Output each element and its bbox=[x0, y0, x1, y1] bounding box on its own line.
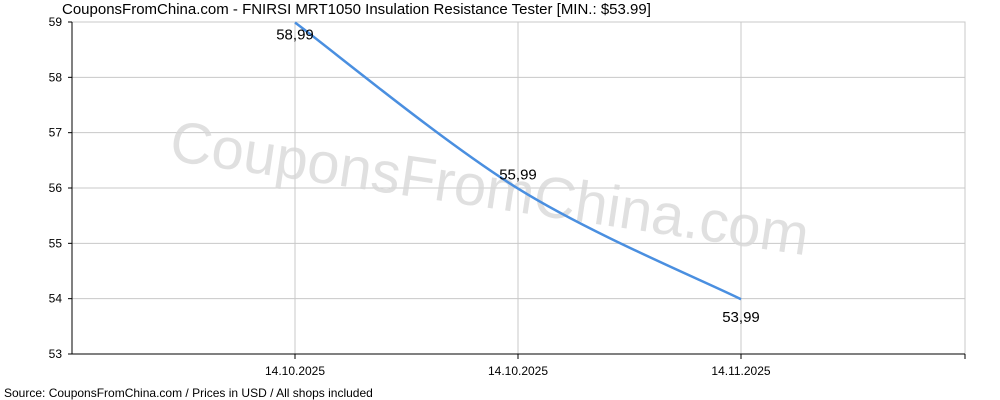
x-tick-label: 14.10.2025 bbox=[488, 364, 548, 378]
x-tick-label: 14.11.2025 bbox=[711, 364, 770, 378]
y-tick-label: 58 bbox=[49, 70, 63, 84]
x-tick-label: 14.10.2025 bbox=[265, 364, 325, 378]
y-tick-label: 53 bbox=[49, 347, 63, 361]
y-tick-label: 59 bbox=[49, 15, 63, 29]
chart-title: CouponsFromChina.com - FNIRSI MRT1050 In… bbox=[62, 1, 651, 18]
data-label: 55,99 bbox=[499, 167, 537, 184]
y-axis-ticks: 53 54 55 56 57 58 59 bbox=[49, 15, 72, 361]
x-axis-ticks: 14.10.2025 14.10.2025 14.11.2025 bbox=[265, 354, 966, 378]
data-label: 53,99 bbox=[722, 309, 760, 326]
y-tick-label: 55 bbox=[49, 236, 63, 250]
y-tick-label: 56 bbox=[49, 181, 63, 195]
y-tick-label: 57 bbox=[49, 126, 63, 140]
grid bbox=[71, 21, 966, 355]
y-tick-label: 54 bbox=[49, 292, 63, 306]
price-line bbox=[294, 21, 742, 301]
data-label: 58,99 bbox=[276, 27, 314, 44]
chart-footer: Source: CouponsFromChina.com / Prices in… bbox=[4, 386, 373, 400]
data-labels: 58,99 55,99 53,99 bbox=[276, 27, 760, 327]
